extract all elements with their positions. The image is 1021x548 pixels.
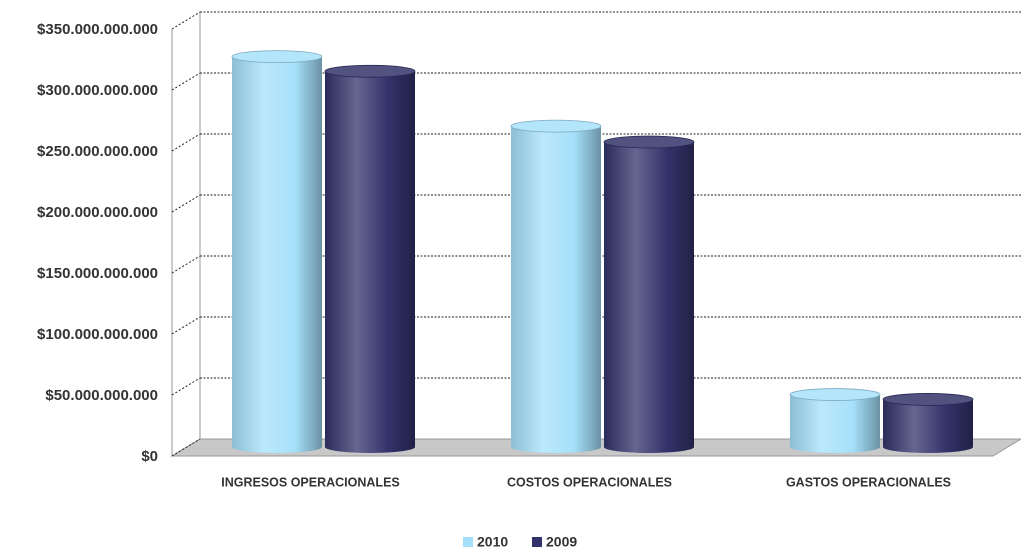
y-tick-label: $0 — [141, 448, 158, 465]
bar — [883, 393, 973, 453]
bar-top — [510, 119, 602, 133]
x-tick-label: INGRESOS OPERACIONALES — [221, 475, 400, 489]
tick-mark — [171, 194, 201, 213]
x-tick-label: COSTOS OPERACIONALES — [507, 475, 672, 489]
bar-top — [603, 135, 695, 149]
bar — [511, 120, 601, 453]
tick-mark — [171, 133, 201, 152]
bar-top — [789, 388, 881, 401]
bar-top — [231, 50, 323, 63]
tick-mark — [171, 11, 201, 30]
tick-mark — [171, 72, 201, 91]
y-tick-label: $250.000.000.000 — [37, 143, 158, 160]
y-tick-label: $300.000.000.000 — [37, 82, 158, 99]
legend-swatch — [463, 537, 473, 547]
legend-label: 2010 — [477, 534, 508, 548]
y-tick-label: $50.000.000.000 — [45, 387, 158, 404]
bar-top — [882, 393, 974, 406]
tick-mark — [171, 438, 201, 457]
bar — [790, 388, 880, 453]
bar-top — [324, 64, 416, 78]
legend-swatch — [532, 537, 542, 547]
bar — [604, 136, 694, 453]
tick-mark — [171, 255, 201, 274]
bar — [232, 50, 322, 453]
tick-mark — [171, 377, 201, 396]
y-tick-label: $150.000.000.000 — [37, 265, 158, 282]
x-tick-label: GASTOS OPERACIONALES — [786, 475, 951, 489]
tick-mark — [171, 316, 201, 335]
y-tick-label: $100.000.000.000 — [37, 326, 158, 343]
y-tick-label: $350.000.000.000 — [37, 21, 158, 38]
legend-label: 2009 — [546, 534, 577, 548]
bar — [325, 65, 415, 454]
y-tick-label: $200.000.000.000 — [37, 204, 158, 221]
